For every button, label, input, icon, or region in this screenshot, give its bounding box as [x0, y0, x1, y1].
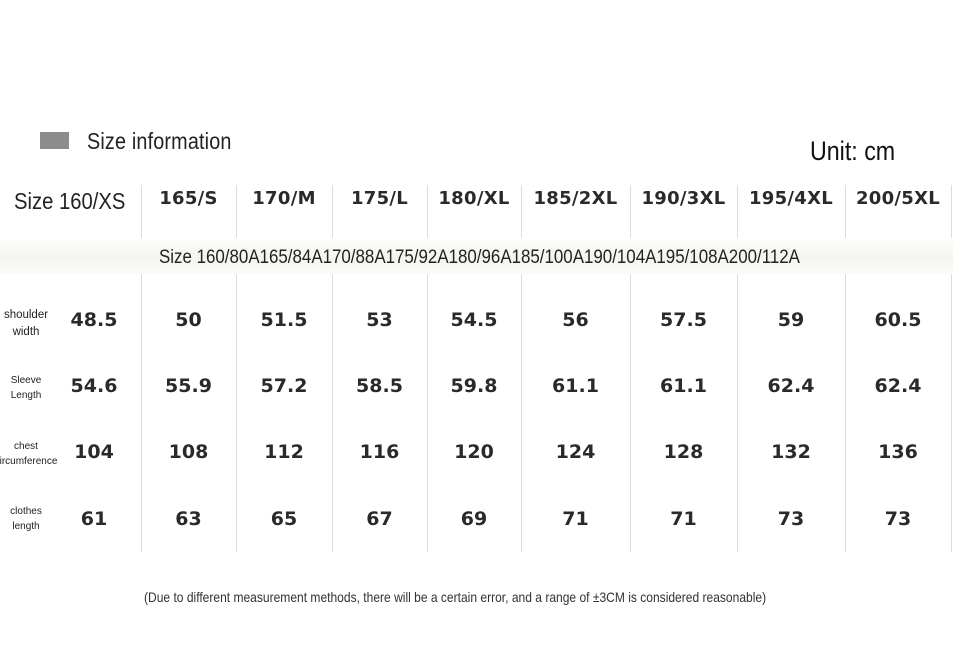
- table-cell: 112: [264, 441, 304, 463]
- column-divider: [427, 185, 428, 552]
- section-title: Size information: [87, 128, 232, 154]
- unit-label: Unit: cm: [810, 136, 896, 166]
- table-cell: 55.9: [165, 375, 212, 397]
- table-cell: 62.4: [874, 375, 922, 397]
- table-cell: 60.5: [874, 309, 922, 331]
- column-divider: [845, 185, 846, 552]
- column-divider: [737, 185, 738, 552]
- column-divider: [521, 185, 522, 552]
- size-header: 195/4XL: [748, 188, 834, 209]
- table-cell: 65: [270, 508, 298, 530]
- table-cell: 54.5: [450, 309, 498, 331]
- table-cell: 51.5: [260, 309, 308, 331]
- table-cell: 50: [175, 309, 202, 331]
- table-cell: 59: [777, 309, 805, 331]
- size-header: 200/5XL: [855, 188, 941, 209]
- column-divider: [951, 185, 952, 552]
- table-cell: 61.1: [552, 375, 599, 397]
- size-header: 170/M: [252, 188, 316, 209]
- row-label-sleeve-length: Sleeve Length: [10, 375, 42, 401]
- table-cell: 124: [555, 441, 596, 463]
- size-code-band: [0, 238, 953, 274]
- table-cell: 61: [80, 508, 108, 530]
- size-header: 190/3XL: [641, 188, 726, 209]
- column-divider: [630, 185, 631, 552]
- measurement-footnote: (Due to different measurement methods, t…: [144, 589, 767, 605]
- table-cell: 108: [168, 441, 209, 463]
- size-header: 175/L: [350, 188, 409, 209]
- column-divider: [236, 185, 237, 552]
- table-cell: 132: [771, 441, 811, 463]
- size-code-text: Size 160/80A165/84A170/88A175/92A180/96A…: [159, 247, 800, 268]
- table-cell: 71: [670, 508, 697, 530]
- table-cell: 54.6: [70, 375, 118, 397]
- table-cell: 57.5: [660, 309, 707, 331]
- table-cell: 67: [366, 508, 393, 530]
- table-cell: 120: [454, 441, 494, 463]
- size-header: 180/XL: [438, 188, 510, 209]
- table-cell: 73: [884, 508, 912, 530]
- row-label-chest-circumference: chest circumference: [0, 441, 58, 467]
- table-cell: 136: [878, 441, 918, 463]
- table-cell: 69: [460, 508, 488, 530]
- table-cell: 104: [74, 441, 114, 463]
- table-cell: 116: [359, 441, 400, 463]
- size-header-first: Size 160/XS: [14, 188, 126, 214]
- table-cell: 48.5: [70, 309, 118, 331]
- section-marker-swatch: [40, 132, 69, 149]
- table-cell: 53: [366, 309, 393, 331]
- table-cell: 73: [777, 508, 805, 530]
- table-cell: 71: [562, 508, 589, 530]
- table-cell: 57.2: [260, 375, 308, 397]
- column-divider: [141, 185, 142, 552]
- table-cell: 61.1: [660, 375, 707, 397]
- table-cell: 56: [562, 309, 589, 331]
- size-header: 185/2XL: [533, 188, 618, 209]
- table-cell: 128: [663, 441, 704, 463]
- table-cell: 63: [175, 508, 202, 530]
- column-divider: [332, 185, 333, 552]
- row-label-clothes-length: clothes length: [10, 506, 42, 532]
- row-label-shoulder-width: shoulder width: [3, 309, 49, 338]
- table-cell: 62.4: [767, 375, 815, 397]
- size-header: 165/S: [159, 188, 218, 209]
- table-cell: 58.5: [356, 375, 403, 397]
- table-cell: 59.8: [450, 375, 498, 397]
